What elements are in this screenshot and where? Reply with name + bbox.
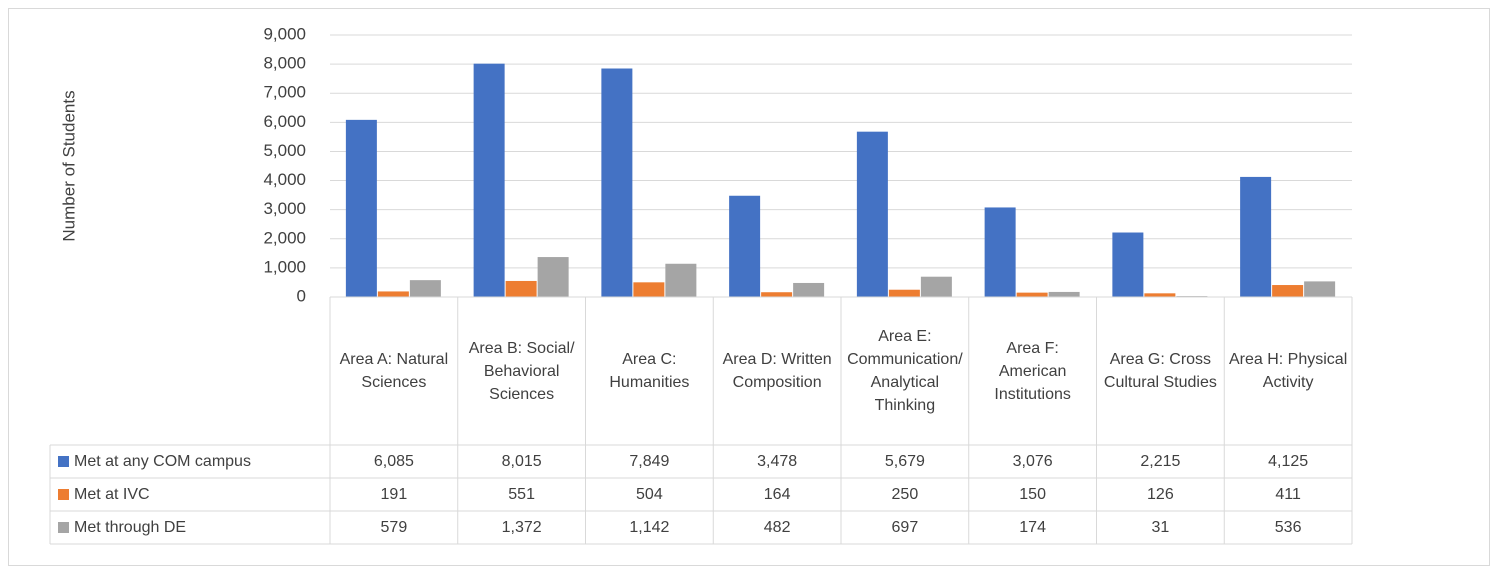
y-tick-label: 9,000 [263, 24, 306, 43]
table-value: 6,085 [373, 453, 414, 470]
category-label: Area A: Natural Sciences [339, 351, 449, 391]
y-tick-label: 8,000 [263, 54, 306, 73]
table-value: 5,679 [884, 453, 925, 470]
table-value: 579 [380, 519, 408, 536]
table-value: 7,849 [629, 453, 670, 470]
category-label: Area C: Humanities [609, 351, 690, 391]
bar [984, 207, 1016, 297]
table-value: 2,215 [1140, 453, 1181, 470]
bar [601, 68, 633, 297]
bar [1272, 285, 1304, 297]
table-value: 411 [1275, 486, 1301, 503]
table-value: 504 [636, 486, 663, 503]
table-value: 8,015 [501, 453, 542, 470]
category-label: Area B: Social/ Behavioral Sciences [468, 339, 575, 403]
bar [1240, 176, 1272, 297]
category-label: Area E: Communication/ Analytical Thinki… [847, 328, 963, 414]
bar [888, 289, 920, 297]
chart-border [8, 8, 1490, 566]
table-value: 551 [508, 486, 535, 503]
category-label: Area H: Physical Activity [1228, 351, 1348, 391]
table-value: 1,142 [629, 519, 670, 536]
bar [761, 292, 793, 297]
table-value: 174 [1019, 519, 1046, 536]
table-value: 31 [1151, 519, 1170, 536]
table-value: 1,372 [501, 519, 542, 536]
bar [409, 280, 441, 297]
bar [633, 282, 665, 297]
y-tick-label: 4,000 [263, 170, 306, 189]
bar [1016, 292, 1048, 297]
bar [345, 119, 377, 297]
table-value: 4,125 [1268, 453, 1309, 470]
table-value: 3,076 [1012, 453, 1053, 470]
bar [377, 291, 409, 297]
bar [856, 131, 888, 297]
category-label: Area G: Cross Cultural Studies [1103, 351, 1217, 391]
legend-swatch [58, 522, 69, 533]
bar [665, 263, 697, 297]
legend-label: Met through DE [74, 519, 187, 536]
bar [1144, 293, 1176, 297]
y-tick-label: 6,000 [263, 112, 306, 131]
table-value: 536 [1274, 519, 1302, 536]
table-value: 250 [891, 486, 919, 503]
y-tick-label: 0 [297, 286, 306, 305]
y-tick-label: 2,000 [263, 228, 306, 247]
table-value: 150 [1019, 486, 1046, 503]
legend-entry: Met at any COM campus [50, 445, 330, 478]
y-tick-label: 1,000 [263, 257, 306, 276]
legend-entry: Met at IVC [50, 478, 330, 511]
legend-swatch [58, 456, 69, 467]
y-tick-label: 5,000 [263, 141, 306, 160]
bar [537, 257, 569, 297]
bar [729, 195, 761, 297]
table-value: 164 [763, 486, 791, 503]
category-label: Area D: Written Composition [722, 351, 832, 391]
legend-label: Met at IVC [74, 486, 150, 503]
bar [920, 276, 952, 297]
legend-swatch [58, 489, 69, 500]
bar [1304, 281, 1336, 297]
y-tick-label: 7,000 [263, 83, 306, 102]
table-value: 3,478 [757, 453, 798, 470]
bar [473, 63, 505, 298]
bar [1112, 232, 1144, 297]
legend-entry: Met through DE [50, 511, 330, 544]
y-axis-title: Number of Students [59, 90, 78, 241]
y-tick-label: 3,000 [263, 199, 306, 218]
bar [1048, 291, 1080, 297]
bar [505, 280, 537, 297]
table-value: 191 [380, 486, 408, 503]
table-value: 697 [891, 519, 919, 536]
table-value: 126 [1147, 486, 1174, 503]
table-value: 482 [763, 519, 791, 536]
category-label: Area F: American Institutions [994, 339, 1071, 403]
legend-label: Met at any COM campus [74, 453, 251, 470]
bar [793, 282, 825, 297]
